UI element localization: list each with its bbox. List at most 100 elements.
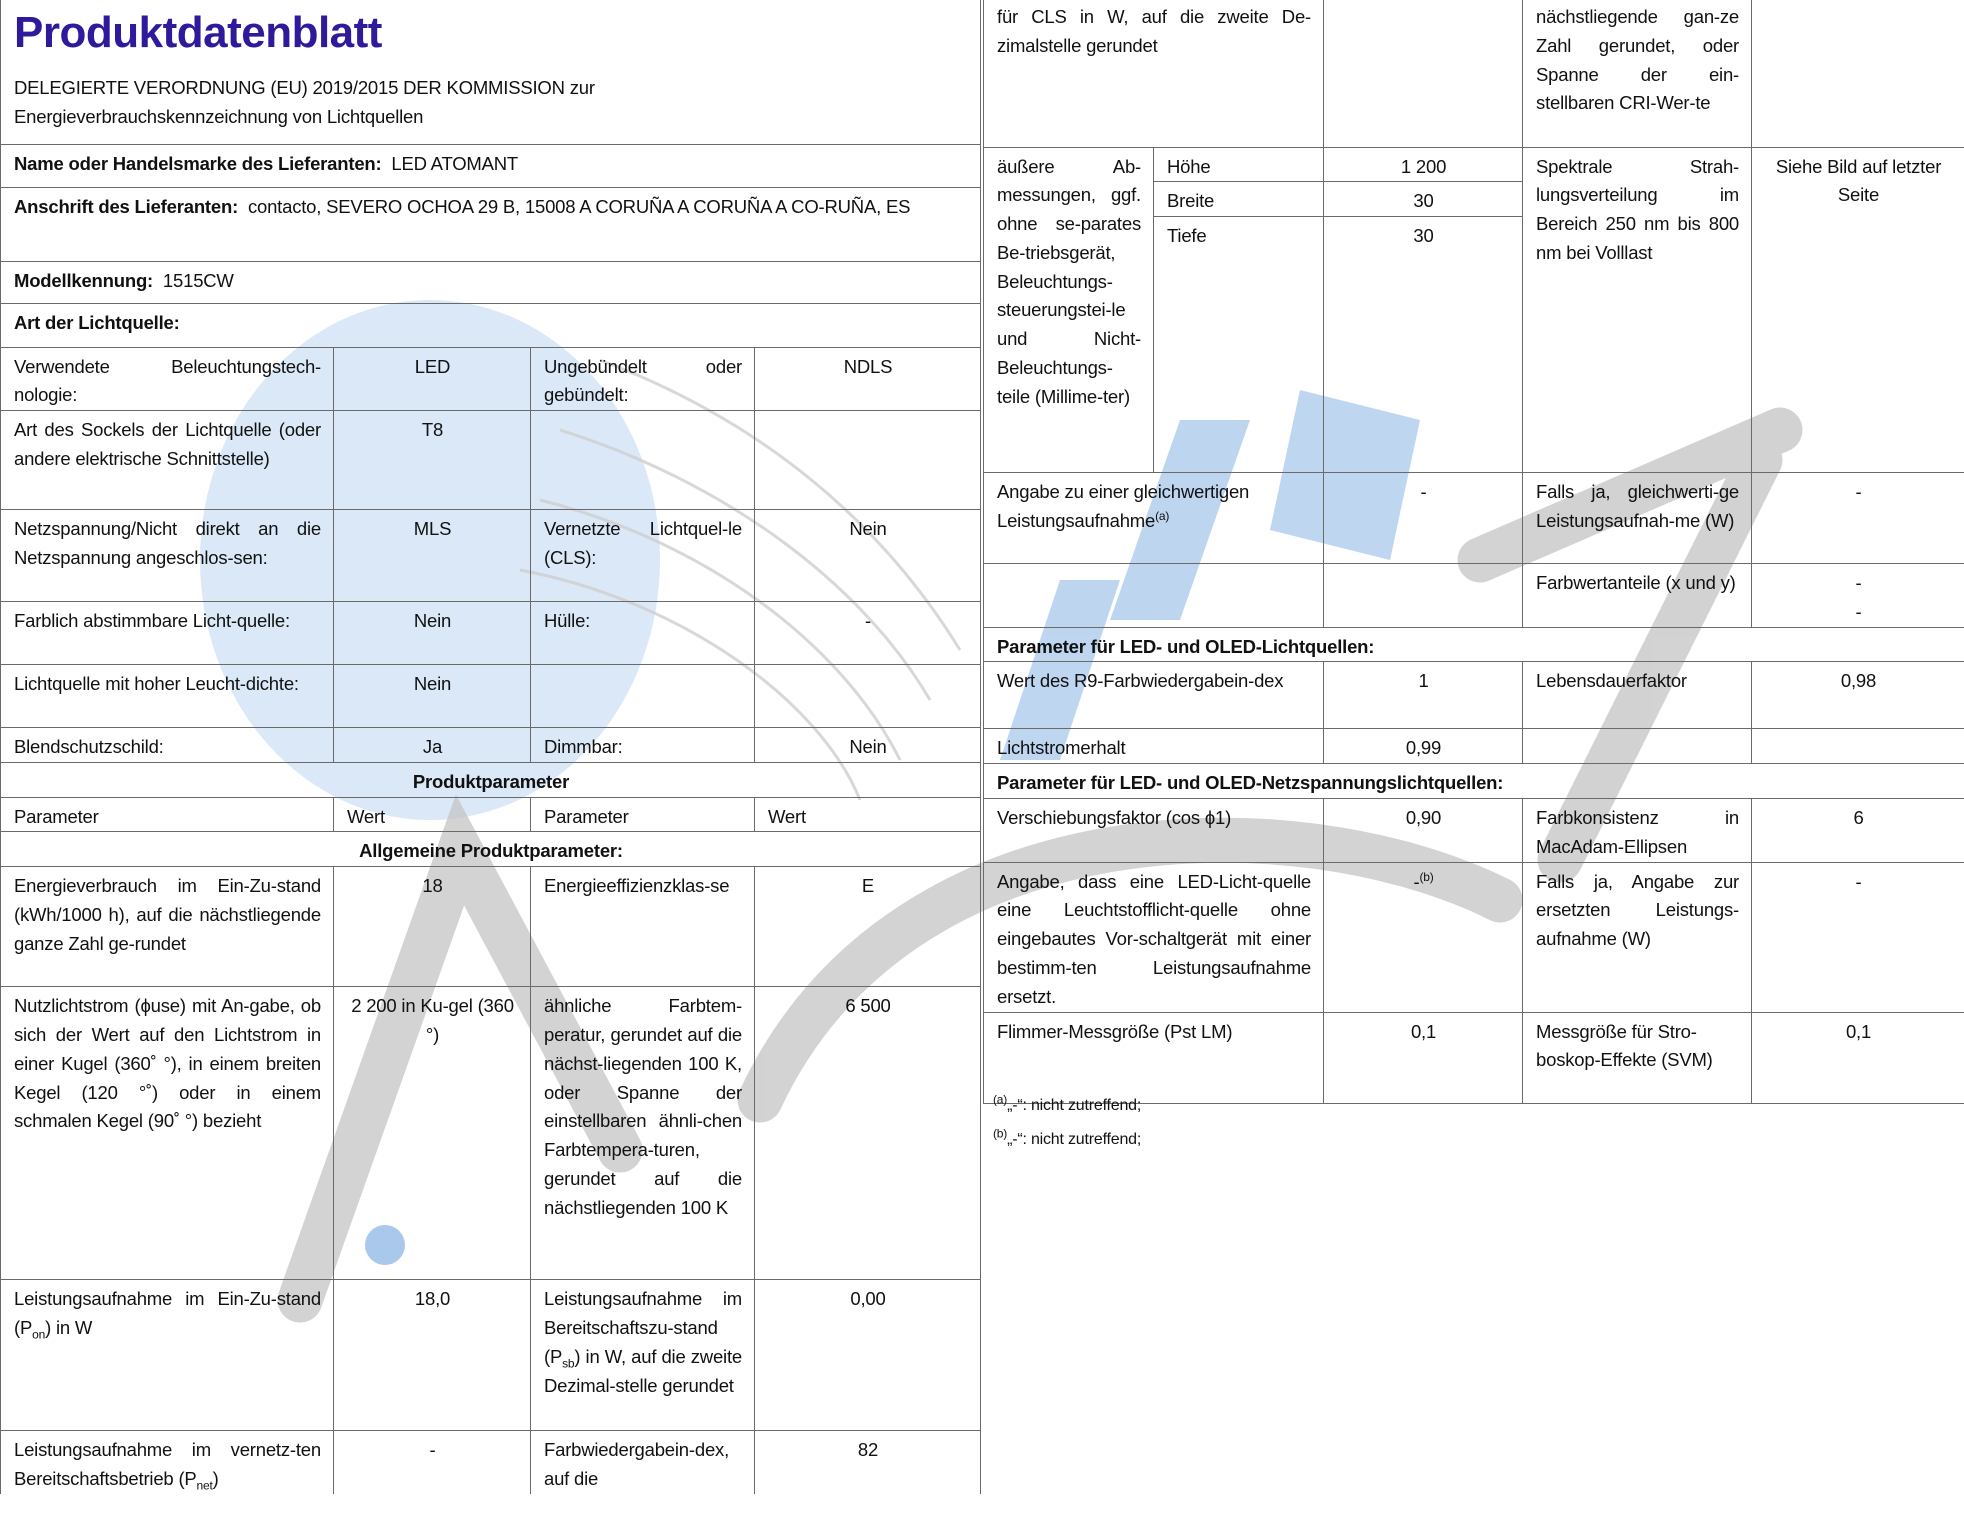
- table-cell: 0,00: [754, 1279, 981, 1432]
- table-cell: [1751, 0, 1964, 148]
- table-cell: Verwendete Beleuchtungstech-nologie:: [0, 346, 334, 412]
- table-row: Art des Sockels der Lichtquelle (oder an…: [0, 410, 981, 511]
- table-cell: Ungebündelt oder gebündelt:: [530, 346, 755, 412]
- table-cell: 1: [1323, 661, 1524, 730]
- left-datasheet-table: Produktdatenblatt DELEGIERTE VERORDNUNG …: [0, 0, 981, 1494]
- table-cell: 18: [333, 866, 531, 988]
- table-cell: [1522, 728, 1753, 765]
- supplier-name-row: Name oder Handelsmarke des Lieferanten: …: [0, 143, 981, 188]
- table-cell: -: [754, 601, 981, 666]
- table-cell: MLS: [333, 509, 531, 603]
- table-cell: Nein: [333, 664, 531, 729]
- table-cell: Farblich abstimmbare Licht-quelle:: [0, 601, 334, 666]
- table-cell: Wert des R9-Farbwiedergabein-dex: [982, 661, 1325, 730]
- table-cell: Lebensdauerfaktor: [1522, 661, 1753, 730]
- table-cell: Messgröße für Stro-boskop-Effekte (SVM): [1522, 1011, 1753, 1104]
- page-title: Produktdatenblatt: [14, 8, 382, 57]
- table-cell: 30: [1323, 216, 1524, 474]
- table-cell: Wert: [754, 796, 981, 833]
- table-cell: -: [1751, 861, 1964, 1013]
- table-row: Angabe, dass eine LED-Licht-quelle eine …: [982, 861, 1964, 1013]
- table-cell: Ja: [333, 727, 531, 763]
- table-cell: Art des Sockels der Lichtquelle (oder an…: [0, 410, 334, 511]
- table-cell: Falls ja, Angabe zur ersetzten Leistungs…: [1522, 861, 1753, 1013]
- table-cell: Netzspannung/Nicht direkt an die Netzspa…: [0, 509, 334, 603]
- table-cell: Tiefe: [1152, 216, 1325, 474]
- table-row: Farbwertanteile (x und y) - -: [982, 563, 1964, 628]
- table-cell: -(b): [1323, 861, 1524, 1013]
- table-cell: Leistungsaufnahme im Ein-Zu-stand (Pon) …: [0, 1279, 334, 1432]
- table-row: Lichtquelle mit hoher Leucht-dichte: Nein: [0, 664, 981, 729]
- table-cell: [1751, 728, 1964, 765]
- table-cell: -: [333, 1430, 531, 1494]
- table-row: Angabe zu einer gleichwertigen Leistungs…: [982, 472, 1964, 565]
- table-cell: 0,1: [1751, 1011, 1964, 1104]
- table-cell: Wert: [333, 796, 531, 833]
- table-row: Leistungsaufnahme im vernetz-ten Bereits…: [0, 1430, 981, 1494]
- table-row: Netzspannung/Nicht direkt an die Netzspa…: [0, 509, 981, 603]
- table-cell: Blendschutzschild:: [0, 727, 334, 763]
- table-cell: [1323, 563, 1524, 628]
- table-cell: Nein: [754, 509, 981, 603]
- table-cell: [982, 563, 1325, 628]
- dimensions-row: äußere Ab-messungen, ggf. ohne se-parate…: [983, 146, 1964, 474]
- footnote-b: (b)„-“: nicht zutreffend;: [993, 1126, 1142, 1148]
- table-cell: [754, 410, 981, 511]
- table-cell: Parameter: [0, 796, 334, 833]
- table-cell: T8: [333, 410, 531, 511]
- table-cell: [530, 410, 755, 511]
- table-cell: 0,1: [1323, 1011, 1524, 1104]
- light-type-heading: Art der Lichtquelle:: [0, 302, 981, 348]
- mains-params-heading: Parameter für LED- und OLED-Netzspannung…: [982, 763, 1964, 800]
- table-cell: 0,99: [1323, 728, 1524, 765]
- table-cell: Leistungsaufnahme im Bereitschaftszu-sta…: [530, 1279, 755, 1432]
- table-cell: Vernetzte Lichtquel-le (CLS):: [530, 509, 755, 603]
- table-cell: Angabe zu einer gleichwertigen Leistungs…: [982, 472, 1325, 565]
- table-row: Energieverbrauch im Ein-Zu-stand (kWh/10…: [0, 866, 981, 988]
- table-cell: Energieeffizienzklas-se: [530, 866, 755, 988]
- table-cell: für CLS in W, auf die zweite De-zimalste…: [982, 0, 1325, 148]
- table-cell: [530, 664, 755, 729]
- table-row: für CLS in W, auf die zweite De-zimalste…: [982, 0, 1964, 148]
- table-cell: 6 500: [754, 986, 981, 1281]
- table-cell: Farbwertanteile (x und y): [1522, 563, 1753, 628]
- table-row: Wert des R9-Farbwiedergabein-dex 1 Lebensd…: [982, 661, 1964, 730]
- product-params-heading: Produktparameter: [0, 761, 981, 798]
- footnote-a: (a)„-“: nicht zutreffend;: [993, 1092, 1142, 1114]
- table-row: Lichtstromerhalt 0,99: [982, 728, 1964, 765]
- table-cell: Angabe, dass eine LED-Licht-quelle eine …: [982, 861, 1325, 1013]
- table-row: Verwendete Beleuchtungstech-nologie: LED U…: [0, 346, 981, 412]
- general-params-heading: Allgemeine Produktparameter:: [0, 831, 981, 868]
- table-cell: Hülle:: [530, 601, 755, 666]
- table-cell: Parameter: [530, 796, 755, 833]
- table-row: Leistungsaufnahme im Ein-Zu-stand (Pon) …: [0, 1279, 981, 1432]
- table-cell: Nutzlichtstrom (ϕuse) mit An-gabe, ob si…: [0, 986, 334, 1281]
- led-params-heading: Parameter für LED- und OLED-Lichtquellen…: [982, 626, 1964, 663]
- table-cell: 18,0: [333, 1279, 531, 1432]
- model-row: Modellkennung: 1515CW: [0, 260, 981, 304]
- table-cell: --: [1751, 563, 1964, 628]
- table-cell: [1323, 0, 1524, 148]
- table-row: Farblich abstimmbare Licht-quelle: Nein Hü…: [0, 601, 981, 666]
- table-cell: 30: [1323, 181, 1524, 218]
- table-cell: Nein: [333, 601, 531, 666]
- right-datasheet-table: für CLS in W, auf die zweite De-zimalste…: [982, 0, 1964, 1104]
- table-row: Verschiebungsfaktor (cos ϕ1) 0,90 Farbkons…: [982, 798, 1964, 863]
- table-cell: 0,90: [1323, 798, 1524, 863]
- table-row: Nutzlichtstrom (ϕuse) mit An-gabe, ob si…: [0, 986, 981, 1281]
- table-cell: LED: [333, 346, 531, 412]
- table-row: Flimmer-Messgröße (Pst LM) 0,1 Messgröße f…: [982, 1011, 1964, 1104]
- table-cell: [754, 664, 981, 729]
- table-cell: Produktdatenblatt DELEGIERTE VERORDNUNG …: [0, 0, 981, 145]
- table-cell: E: [754, 866, 981, 988]
- table-cell: 82: [754, 1430, 981, 1494]
- table-cell: Flimmer-Messgröße (Pst LM): [982, 1011, 1325, 1104]
- table-cell: Dimmbar:: [530, 727, 755, 763]
- supplier-address-row: Anschrift des Lieferanten: contacto, SEV…: [0, 186, 981, 262]
- table-cell: 0,98: [1751, 661, 1964, 730]
- table-cell: -: [1751, 472, 1964, 565]
- table-cell: Lichtquelle mit hoher Leucht-dichte:: [0, 664, 334, 729]
- table-cell: Nein: [754, 727, 981, 763]
- table-cell: Farbkonsistenz in MacAdam-Ellipsen: [1522, 798, 1753, 863]
- table-cell: -: [1323, 472, 1524, 565]
